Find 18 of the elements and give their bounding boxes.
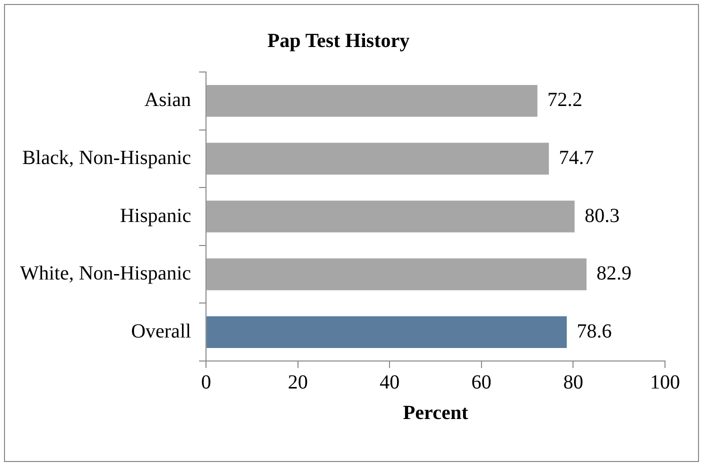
x-tick-label: 80 bbox=[563, 371, 584, 394]
x-tick-label: 0 bbox=[201, 371, 212, 394]
y-tick-label: Asian bbox=[144, 89, 192, 112]
chart-title: Pap Test History bbox=[267, 30, 410, 52]
y-tick-label: White, Non-Hispanic bbox=[20, 262, 192, 285]
x-tick-label: 60 bbox=[471, 371, 492, 394]
data-label: 74.7 bbox=[558, 146, 594, 169]
x-tick-label: 40 bbox=[380, 371, 400, 394]
y-tick-label: Hispanic bbox=[120, 204, 192, 227]
data-label: 80.3 bbox=[584, 204, 620, 227]
x-axis-title: Percent bbox=[402, 402, 468, 424]
x-tick-label: 100 bbox=[650, 371, 680, 394]
y-tick-label: Overall bbox=[131, 320, 192, 342]
data-label: 72.2 bbox=[547, 89, 582, 112]
data-label: 82.9 bbox=[596, 262, 632, 285]
data-label: 78.6 bbox=[576, 320, 612, 342]
x-tick-label: 20 bbox=[288, 371, 308, 394]
y-tick-label: Black, Non-Hispanic bbox=[22, 146, 192, 169]
